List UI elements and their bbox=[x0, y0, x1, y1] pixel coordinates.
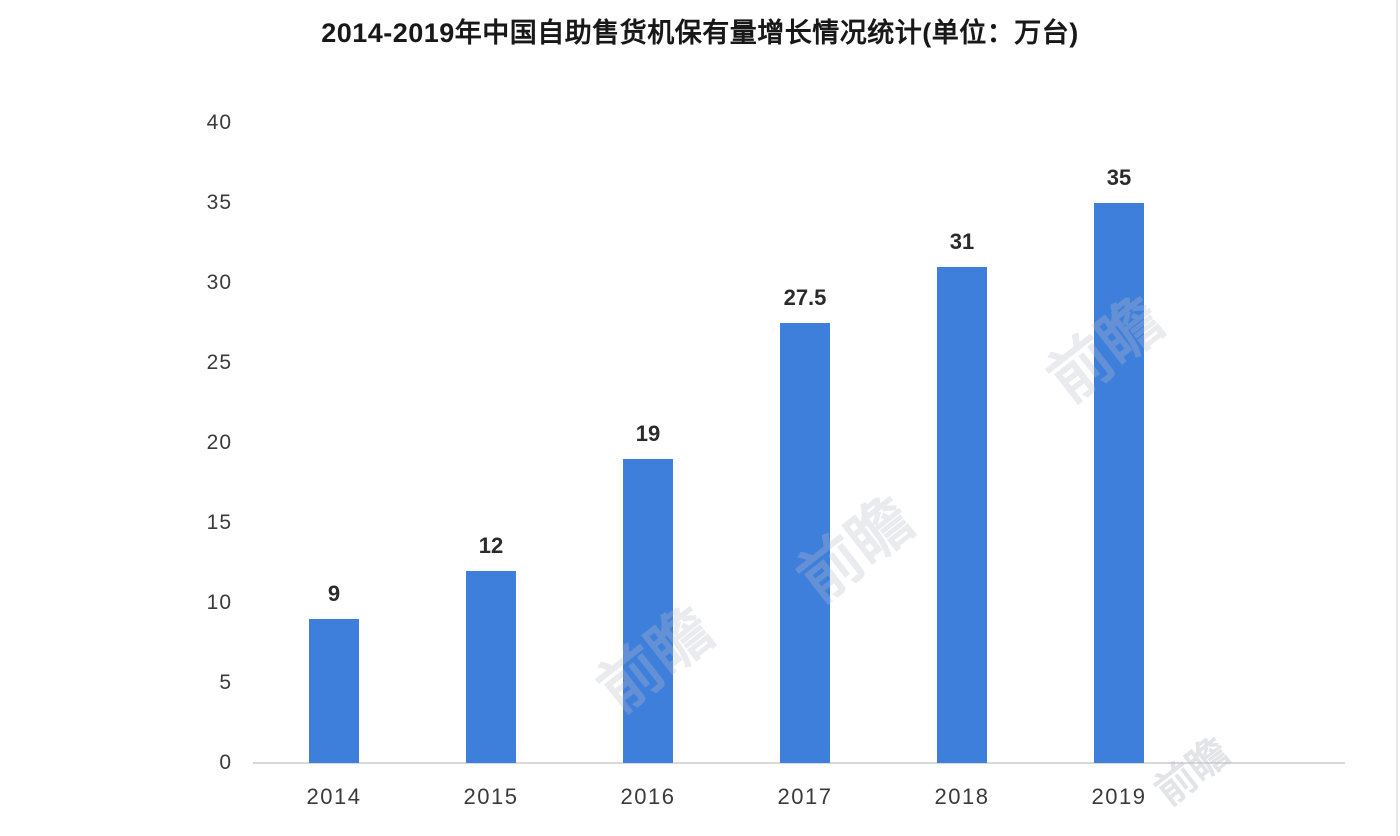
chart-title: 2014-2019年中国自助售货机保有量增长情况统计(单位：万台) bbox=[321, 18, 1079, 48]
y-tick-label: 0 bbox=[219, 751, 232, 774]
bar-2019 bbox=[1094, 203, 1144, 763]
y-tick-label: 35 bbox=[206, 191, 232, 214]
x-axis-line bbox=[253, 762, 1345, 764]
y-tick-label: 30 bbox=[206, 271, 232, 294]
x-tick-label: 2016 bbox=[620, 784, 676, 809]
bar-value-label: 35 bbox=[1106, 165, 1132, 190]
y-tick-label: 10 bbox=[206, 591, 232, 614]
y-tick-label: 40 bbox=[206, 111, 232, 134]
x-tick-label: 2017 bbox=[777, 784, 833, 809]
bar-2014 bbox=[309, 619, 359, 763]
x-tick-label: 2015 bbox=[463, 784, 519, 809]
bar-value-label: 27.5 bbox=[783, 285, 827, 310]
bar-2017 bbox=[780, 323, 830, 763]
y-tick-label: 5 bbox=[219, 671, 232, 694]
y-tick-label: 15 bbox=[206, 511, 232, 534]
bar-2015 bbox=[466, 571, 516, 763]
bar-2018 bbox=[937, 267, 987, 763]
bar-value-label: 9 bbox=[327, 581, 341, 606]
x-tick-label: 2018 bbox=[934, 784, 990, 809]
screenshot-edge-line bbox=[1396, 0, 1398, 836]
y-tick-label: 20 bbox=[206, 431, 232, 454]
x-tick-label: 2014 bbox=[306, 784, 362, 809]
bar-value-label: 19 bbox=[635, 421, 661, 446]
x-tick-label: 2019 bbox=[1091, 784, 1147, 809]
y-tick-label: 25 bbox=[206, 351, 232, 374]
bar-2016 bbox=[623, 459, 673, 763]
bar-value-label: 12 bbox=[478, 533, 504, 558]
bar-value-label: 31 bbox=[949, 229, 975, 254]
